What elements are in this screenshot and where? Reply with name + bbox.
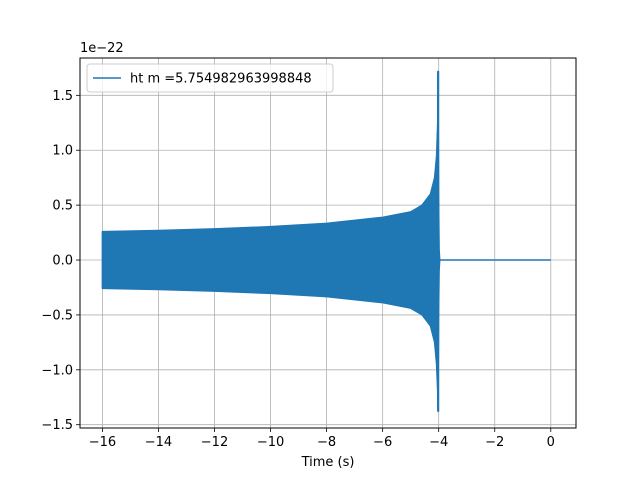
y-axis-ticks: −1.5 −1.0 −0.5 0.0 0.5 1.0 1.5 — [41, 89, 80, 433]
x-tick-label: −16 — [89, 435, 116, 450]
plot-series — [101, 70, 551, 413]
y-tick-label: −1.0 — [41, 363, 73, 378]
x-axis-ticks: −16 −14 −12 −10 −8 −6 −4 −2 0 — [89, 428, 555, 450]
y-tick-label: 0.5 — [52, 199, 73, 214]
x-tick-label: −6 — [373, 435, 392, 450]
x-tick-label: −10 — [257, 435, 284, 450]
x-tick-label: −2 — [485, 435, 504, 450]
y-offset-label: 1e−22 — [80, 41, 124, 56]
legend-box — [86, 63, 334, 93]
x-tick-label: −4 — [429, 435, 448, 450]
y-tick-label: −1.5 — [41, 418, 73, 433]
y-tick-label: 1.0 — [52, 144, 73, 159]
x-tick-label: −14 — [145, 435, 172, 450]
x-tick-label: −8 — [317, 435, 336, 450]
grid-lines — [80, 58, 576, 428]
x-axis-label: Time (s) — [301, 455, 355, 470]
waveform-envelope — [101, 70, 441, 413]
axes-frame — [79, 57, 577, 429]
y-tick-label: 1.5 — [52, 89, 73, 104]
x-tick-label: 0 — [547, 435, 555, 450]
legend: ht m =5.754982963998848 — [86, 63, 334, 93]
legend-entry: ht m =5.754982963998848 — [130, 72, 312, 87]
y-tick-label: 0.0 — [52, 254, 73, 269]
y-tick-label: −0.5 — [41, 308, 73, 323]
x-tick-label: −12 — [201, 435, 228, 450]
